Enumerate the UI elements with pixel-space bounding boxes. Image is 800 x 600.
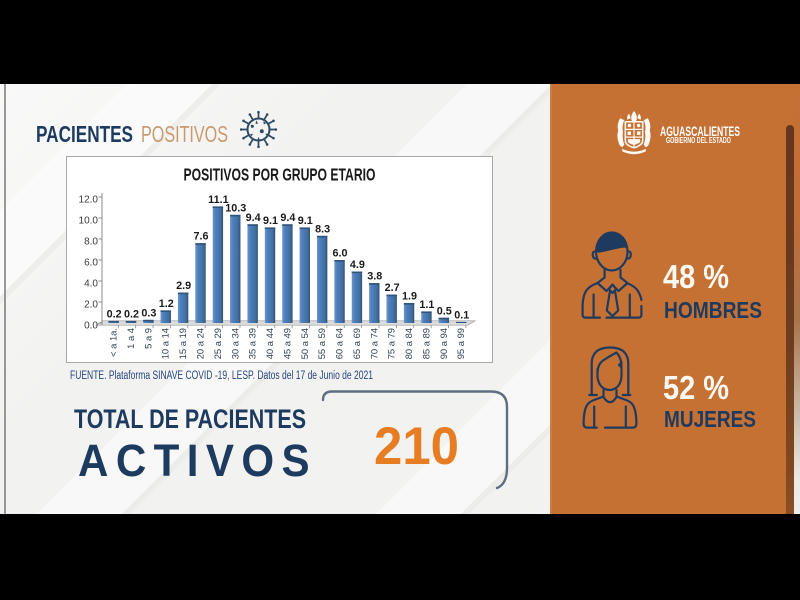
svg-text:65 a 69: 65 a 69 bbox=[351, 328, 362, 359]
svg-text:0.2: 0.2 bbox=[107, 308, 122, 320]
svg-text:9.4: 9.4 bbox=[280, 212, 295, 224]
svg-text:2.7: 2.7 bbox=[385, 282, 400, 294]
svg-text:1.2: 1.2 bbox=[159, 298, 174, 310]
svg-text:10 a 14: 10 a 14 bbox=[160, 328, 171, 359]
svg-text:9.1: 9.1 bbox=[263, 215, 278, 227]
svg-text:55 a 59: 55 a 59 bbox=[316, 328, 327, 359]
svg-text:85 a 89: 85 a 89 bbox=[420, 328, 431, 359]
svg-text:25 a 29: 25 a 29 bbox=[212, 328, 223, 359]
svg-text:4.9: 4.9 bbox=[350, 259, 365, 271]
svg-text:8.3: 8.3 bbox=[315, 223, 330, 235]
svg-text:9.4: 9.4 bbox=[246, 212, 261, 224]
svg-text:8.0: 8.0 bbox=[84, 237, 98, 248]
svg-text:60 a 64: 60 a 64 bbox=[334, 328, 345, 359]
svg-text:95 a 99: 95 a 99 bbox=[455, 328, 466, 359]
svg-text:5 a 9: 5 a 9 bbox=[142, 328, 153, 349]
svg-text:6.0: 6.0 bbox=[333, 248, 348, 260]
svg-text:70 a 74: 70 a 74 bbox=[368, 328, 379, 359]
svg-text:< a 1a.: < a 1a. bbox=[108, 328, 119, 357]
svg-text:POSITIVOS POR GRUPO ETARIO: POSITIVOS POR GRUPO ETARIO bbox=[184, 165, 376, 185]
svg-text:1.1: 1.1 bbox=[419, 299, 434, 311]
svg-text:80 a 84: 80 a 84 bbox=[403, 328, 414, 359]
svg-text:0.2: 0.2 bbox=[124, 308, 139, 320]
svg-text:4.0: 4.0 bbox=[84, 279, 98, 290]
svg-text:45 a 49: 45 a 49 bbox=[281, 328, 292, 359]
svg-text:30 a 34: 30 a 34 bbox=[229, 328, 240, 359]
svg-text:2.0: 2.0 bbox=[84, 300, 98, 311]
svg-text:75 a 79: 75 a 79 bbox=[386, 328, 397, 359]
svg-text:0.5: 0.5 bbox=[437, 305, 452, 317]
svg-text:0.1: 0.1 bbox=[454, 309, 469, 321]
svg-text:40 a 44: 40 a 44 bbox=[264, 328, 275, 359]
svg-text:6.0: 6.0 bbox=[84, 258, 98, 269]
svg-text:15 a 19: 15 a 19 bbox=[177, 328, 188, 359]
svg-text:20 a 24: 20 a 24 bbox=[195, 328, 206, 359]
svg-text:2.9: 2.9 bbox=[176, 280, 191, 292]
svg-text:90 a 94: 90 a 94 bbox=[438, 328, 449, 359]
svg-text:3.8: 3.8 bbox=[367, 271, 382, 283]
svg-text:0.3: 0.3 bbox=[141, 307, 156, 319]
svg-text:0.0: 0.0 bbox=[84, 321, 98, 332]
svg-text:50 a 54: 50 a 54 bbox=[299, 328, 310, 359]
svg-text:1.9: 1.9 bbox=[402, 291, 417, 303]
svg-text:11.1: 11.1 bbox=[208, 194, 228, 206]
svg-text:10.0: 10.0 bbox=[79, 216, 99, 227]
svg-text:10.3: 10.3 bbox=[225, 202, 246, 214]
svg-text:1 a 4: 1 a 4 bbox=[125, 328, 136, 349]
svg-text:12.0: 12.0 bbox=[79, 195, 99, 206]
svg-text:7.6: 7.6 bbox=[193, 231, 208, 243]
svg-text:35 a 39: 35 a 39 bbox=[247, 328, 258, 359]
svg-text:9.1: 9.1 bbox=[298, 215, 313, 227]
